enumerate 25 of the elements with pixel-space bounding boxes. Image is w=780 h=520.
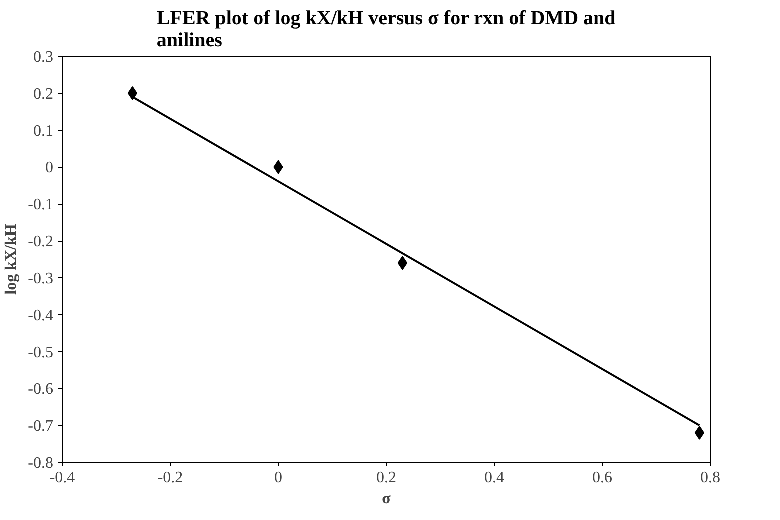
x-tick-label: 0 xyxy=(274,470,282,486)
x-tick-label: -0.4 xyxy=(50,470,76,486)
y-tick-label: -0.1 xyxy=(28,196,54,214)
y-tick-label: -0.8 xyxy=(28,455,54,472)
y-tick-label: 0.3 xyxy=(34,49,54,66)
x-tick-label: 0.4 xyxy=(484,470,504,486)
y-tick-label: 0.2 xyxy=(34,86,54,103)
chart-title: LFER plot of log kX/kH versus σ for rxn of DMD and anilines xyxy=(156,8,616,52)
x-tick-label: 0.6 xyxy=(592,470,612,486)
y-tick-label: -0.4 xyxy=(28,307,54,324)
point xyxy=(128,86,138,100)
x-axis-title: σ xyxy=(382,490,392,508)
point xyxy=(694,426,705,440)
point xyxy=(398,256,408,270)
y-tick-label: 0 xyxy=(46,160,54,177)
y-tick-label: -0.2 xyxy=(28,234,54,251)
x-tick-label: -0.2 xyxy=(158,470,184,486)
x-tick-label: 0.2 xyxy=(376,470,396,486)
y-tick-label: -0.3 xyxy=(28,270,54,288)
y-tick-label: 0.1 xyxy=(34,122,54,140)
y-tick-label: -0.7 xyxy=(28,418,54,436)
y-tick-label: -0.6 xyxy=(28,381,54,398)
y-tick-label: -0.5 xyxy=(28,344,54,362)
x-tick-label: 0.8 xyxy=(700,470,720,486)
y-axis-title: log kX/kH xyxy=(3,224,20,295)
